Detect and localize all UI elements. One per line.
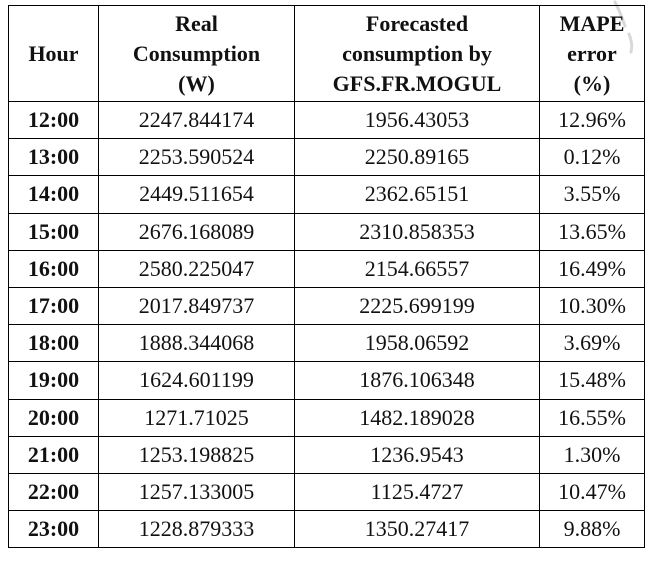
table-row: 14:00 2449.511654 2362.65151 3.55% (8, 175, 645, 214)
real-consumption-cell: 2449.511654 (98, 175, 295, 214)
real-consumption-cell: 2247.844174 (98, 100, 295, 140)
mape-cell: 16.55% (539, 398, 645, 437)
forecast-cell: 2225.699199 (294, 286, 540, 326)
forecast-cell: 2250.89165 (294, 138, 540, 177)
forecast-cell: 1876.106348 (294, 361, 540, 400)
mape-cell: 12.96% (539, 100, 645, 140)
table-row: 13:00 2253.590524 2250.89165 0.12% (8, 138, 645, 177)
mape-cell: 10.30% (539, 286, 645, 326)
mape-cell: 1.30% (539, 435, 645, 474)
mape-cell: 0.12% (539, 138, 645, 177)
hour-cell: 18:00 (8, 324, 99, 363)
header-forecasted-consumption: Forecasted consumption by GFS.FR.MOGUL (294, 5, 540, 102)
hour-cell: 15:00 (8, 212, 99, 251)
hour-cell: 17:00 (8, 286, 99, 326)
mape-cell: 13.65% (539, 212, 645, 251)
table-row: 17:00 2017.849737 2225.699199 10.30% (8, 286, 645, 326)
real-consumption-cell: 1888.344068 (98, 324, 295, 363)
table-row: 16:00 2580.225047 2154.66557 16.49% (8, 249, 645, 288)
real-consumption-cell: 1228.879333 (98, 510, 295, 549)
hour-cell: 19:00 (8, 361, 99, 400)
forecast-cell: 1236.9543 (294, 435, 540, 474)
hour-cell: 22:00 (8, 472, 99, 512)
header-real-consumption: Real Consumption (W) (98, 5, 295, 102)
table-row: 23:00 1228.879333 1350.27417 9.88% (8, 510, 645, 549)
table-row: 12:00 2247.844174 1956.43053 12.96% (8, 100, 645, 140)
hour-cell: 23:00 (8, 510, 99, 549)
forecast-cell: 1958.06592 (294, 324, 540, 363)
table-row: 19:00 1624.601199 1876.106348 15.48% (8, 361, 645, 400)
hour-cell: 14:00 (8, 175, 99, 214)
hour-cell: 20:00 (8, 398, 99, 437)
real-consumption-cell: 2676.168089 (98, 212, 295, 251)
table-row: 15:00 2676.168089 2310.858353 13.65% (8, 212, 645, 251)
hour-cell: 16:00 (8, 249, 99, 288)
real-consumption-cell: 1271.71025 (98, 398, 295, 437)
forecast-cell: 1956.43053 (294, 100, 540, 140)
real-consumption-cell: 2580.225047 (98, 249, 295, 288)
hour-cell: 12:00 (8, 100, 99, 140)
mape-cell: 9.88% (539, 510, 645, 549)
forecast-cell: 2362.65151 (294, 175, 540, 214)
real-consumption-cell: 2253.590524 (98, 138, 295, 177)
forecast-cell: 2310.858353 (294, 212, 540, 251)
real-consumption-cell: 1253.198825 (98, 435, 295, 474)
forecast-cell: 2154.66557 (294, 249, 540, 288)
mape-cell: 10.47% (539, 472, 645, 512)
table-row: 18:00 1888.344068 1958.06592 3.69% (8, 324, 645, 363)
forecast-cell: 1350.27417 (294, 510, 540, 549)
real-consumption-cell: 2017.849737 (98, 286, 295, 326)
mape-cell: 15.48% (539, 361, 645, 400)
mape-cell: 3.55% (539, 175, 645, 214)
table-row: 20:00 1271.71025 1482.189028 16.55% (8, 398, 645, 437)
table-row: 22:00 1257.133005 1125.4727 10.47% (8, 472, 645, 512)
real-consumption-cell: 1624.601199 (98, 361, 295, 400)
header-mape-error: MAPE error (%) (539, 5, 645, 102)
forecast-cell: 1125.4727 (294, 472, 540, 512)
header-hour: Hour (8, 5, 99, 102)
mape-cell: 3.69% (539, 324, 645, 363)
hour-cell: 13:00 (8, 138, 99, 177)
header-row: Hour Real Consumption (W) Forecasted con… (8, 5, 645, 102)
hour-cell: 21:00 (8, 435, 99, 474)
forecast-cell: 1482.189028 (294, 398, 540, 437)
mape-cell: 16.49% (539, 249, 645, 288)
table-row: 21:00 1253.198825 1236.9543 1.30% (8, 435, 645, 474)
real-consumption-cell: 1257.133005 (98, 472, 295, 512)
consumption-forecast-table: Hour Real Consumption (W) Forecasted con… (8, 5, 645, 549)
